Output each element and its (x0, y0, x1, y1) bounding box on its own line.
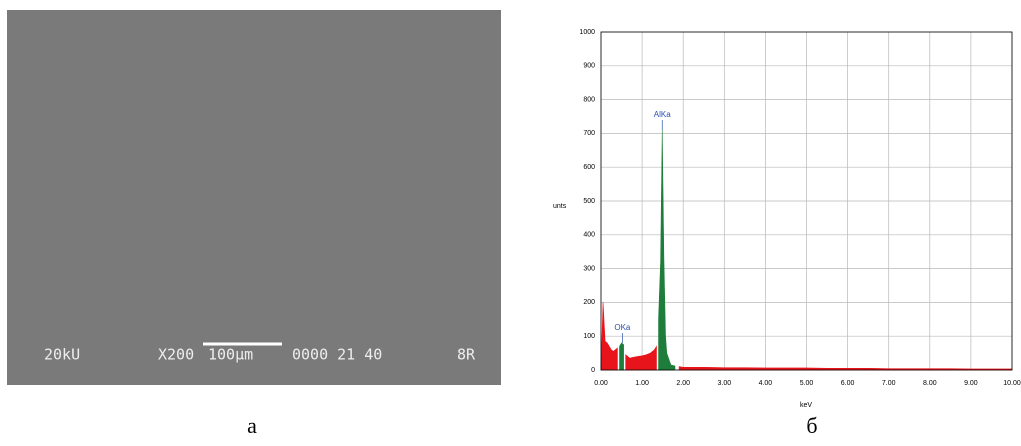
spectrum-area (658, 130, 676, 371)
spectrum-area (625, 345, 657, 371)
spectrum-area (600, 302, 618, 371)
spectrum-area (678, 366, 1013, 371)
x-tick-label: 1.00 (635, 380, 649, 387)
x-tick-label: 4.00 (759, 380, 773, 387)
y-tick-label: 200 (583, 299, 595, 306)
plot-frame (600, 31, 1013, 371)
y-tick-label: 600 (583, 164, 595, 171)
y-tick-label: 900 (583, 63, 595, 70)
y-tick-label: 800 (583, 96, 595, 103)
panel-label: а (247, 413, 257, 438)
sem-id: 0000 21 40 (292, 346, 382, 364)
x-tick-label: 9.00 (964, 380, 978, 387)
annotation: OKa (614, 323, 631, 332)
sem-scale: 100µm (208, 346, 253, 364)
y-tick-label: 400 (583, 232, 595, 239)
panel-label: б (806, 413, 817, 438)
y-tick-label: 300 (583, 265, 595, 272)
x-tick-label: 8.00 (923, 380, 937, 387)
y-axis-label: unts (553, 203, 567, 210)
sem-voltage: 20kU (44, 346, 80, 364)
x-tick-label: 6.00 (841, 380, 855, 387)
annotation: AlKa (654, 110, 671, 119)
y-tick-label: 1000 (579, 29, 595, 36)
x-axis-label: keV (800, 402, 812, 409)
sem-detector: 8R (457, 346, 476, 364)
x-tick-label: 7.00 (882, 380, 896, 387)
y-tick-label: 500 (583, 198, 595, 205)
x-tick-label: 0.00 (594, 380, 608, 387)
spectrum-area (619, 342, 624, 371)
x-tick-label: 3.00 (717, 380, 731, 387)
y-tick-label: 0 (591, 367, 595, 374)
x-tick-label: 10.00 (1003, 380, 1021, 387)
sem-magnification: X200 (158, 346, 194, 364)
y-tick-label: 100 (583, 333, 595, 340)
x-tick-label: 2.00 (676, 380, 690, 387)
x-tick-label: 5.00 (800, 380, 814, 387)
y-tick-label: 700 (583, 130, 595, 137)
sem-image (7, 10, 501, 385)
